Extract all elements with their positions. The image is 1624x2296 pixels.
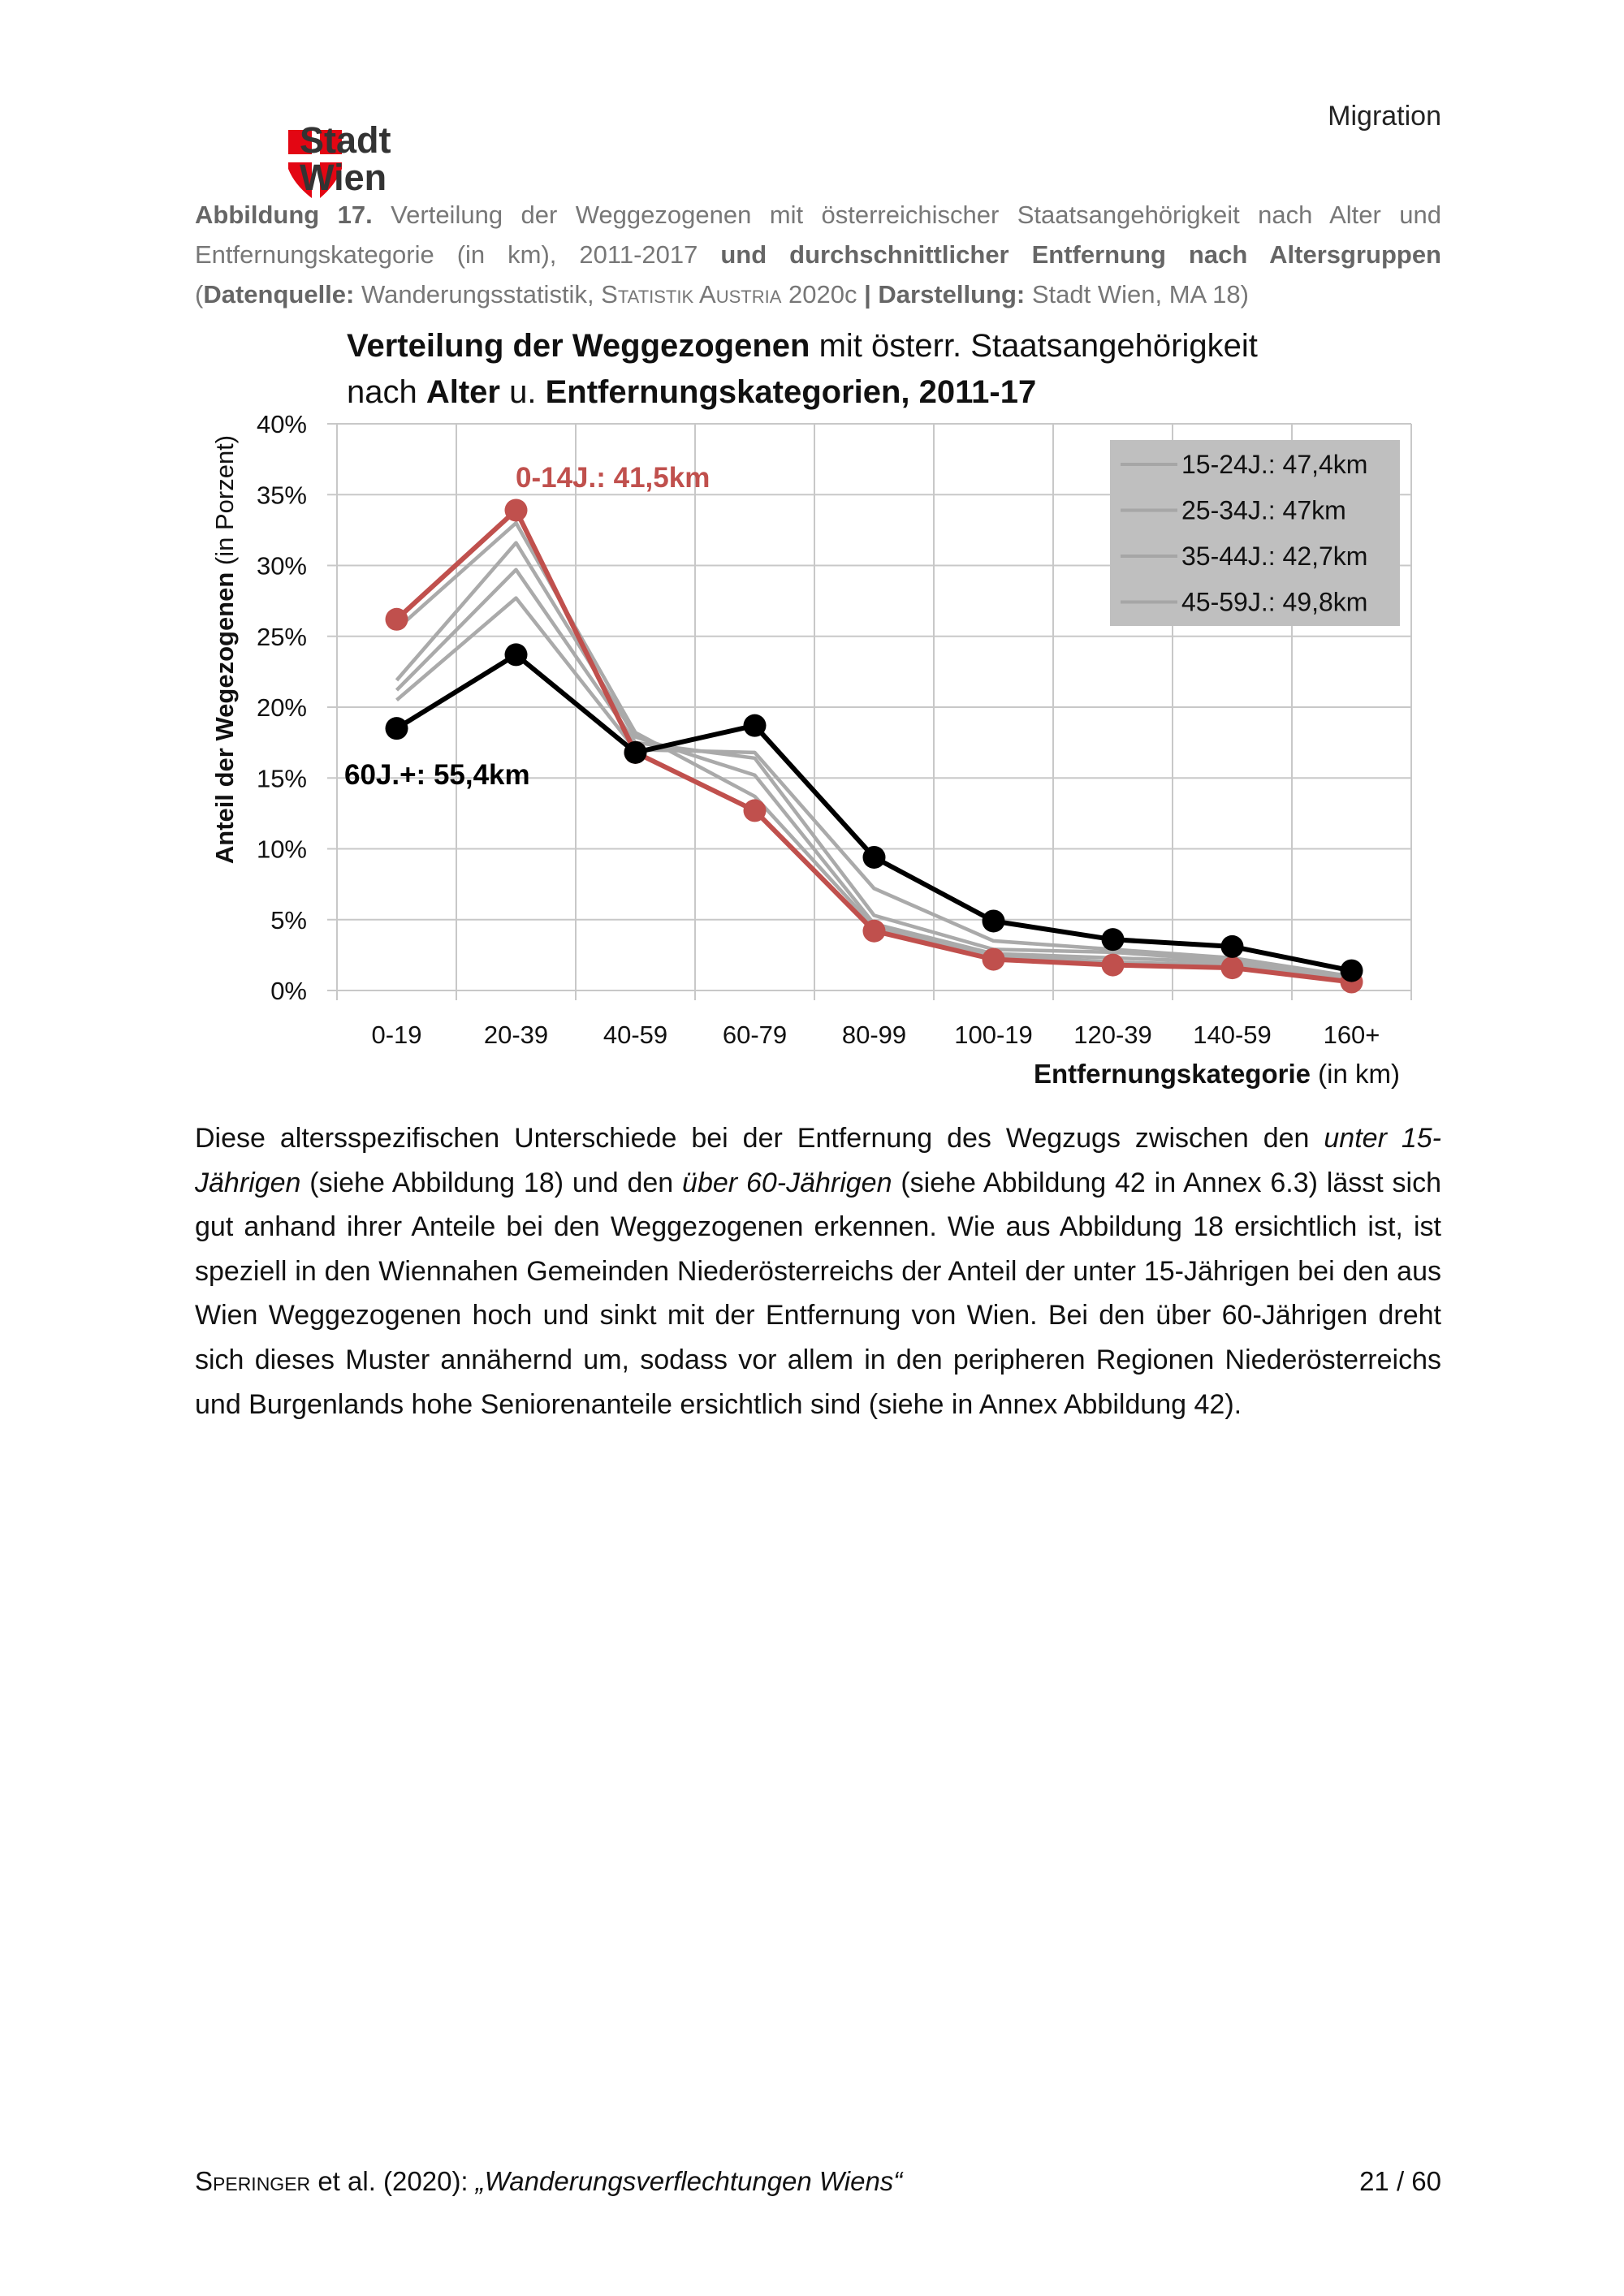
logo-shield-top-left — [288, 130, 312, 154]
data-point — [504, 498, 528, 522]
x-tick-label: 0-19 — [371, 1021, 421, 1049]
y-axis-title-bold: Anteil der Wegezogenen — [210, 572, 239, 864]
y-tick-label: 5% — [270, 906, 307, 934]
y-tick-label: 0% — [270, 977, 307, 1005]
y-tick-label: 10% — [257, 835, 307, 864]
data-point — [982, 947, 1005, 971]
legend-label: 45-59J.: 49,8km — [1181, 588, 1367, 617]
body-text-segment: (siehe Abbildung 42 in Annex 6.3) lässt … — [195, 1167, 1441, 1420]
y-axis-title-unit: (in Porzent) — [210, 435, 239, 572]
chart-title-part: Verteilung der Weggezogenen — [347, 328, 810, 364]
data-point — [1220, 934, 1244, 958]
line-chart: 0% 5% 10% 15% 20% 25% 30% 35% 40% 0-19 20-39 40-59 6… — [210, 410, 1412, 1089]
footer-year: et al. (2020): — [310, 2166, 476, 2196]
data-point — [743, 799, 767, 822]
data-point — [743, 714, 767, 737]
y-tick-label: 25% — [257, 623, 307, 651]
logo-text-line: Stadt — [300, 119, 391, 161]
body-text-segment: (siehe Abbildung 18) und den — [300, 1167, 683, 1198]
footer-title: „Wanderungsverflechtungen Wiens“ — [475, 2166, 903, 2196]
x-tick-label: 120-39 — [1073, 1021, 1152, 1049]
x-axis-title-bold: Entfernungskategorie — [1034, 1059, 1311, 1089]
caption-bold: und durchschnittlicher Entfernung nach A… — [720, 240, 1441, 269]
caption-design-label: Darstellung: — [878, 280, 1026, 309]
data-point — [862, 919, 886, 943]
chart-title-part: nach — [347, 374, 426, 410]
caption-design: Stadt Wien, MA 18) — [1025, 280, 1249, 309]
legend-label: 15-24J.: 47,4km — [1181, 450, 1367, 479]
chart-title: Verteilung der Weggezogenen mit österr. … — [347, 323, 1258, 416]
data-point — [1101, 928, 1125, 952]
logo-text: Stadt Wien — [300, 122, 391, 196]
x-tick-label: 80-99 — [842, 1021, 906, 1049]
x-tick-label: 20-39 — [484, 1021, 548, 1049]
data-point — [504, 643, 528, 667]
logo-text-line: Wien — [300, 157, 387, 198]
running-head: Migration — [1328, 101, 1441, 132]
series-label-0-14: 0-14J.: 41,5km — [516, 462, 710, 494]
y-tick-label: 40% — [257, 410, 307, 438]
y-tick-label: 20% — [257, 693, 307, 722]
page-number: 21 / 60 — [1359, 2166, 1441, 2196]
stadt-wien-logo — [288, 130, 342, 198]
x-tick-label: 40-59 — [603, 1021, 667, 1049]
chart-title-part: mit österr. Staatsangehörigkeit — [810, 328, 1258, 364]
footer-authors: Speringer — [195, 2166, 311, 2196]
legend-box — [1110, 440, 1400, 626]
data-point — [385, 607, 408, 631]
data-point — [1340, 959, 1363, 982]
data-point — [862, 845, 886, 869]
logo-shield-bottom-left — [288, 162, 312, 198]
series-line — [395, 596, 1352, 978]
caption-source-org: Statistik Austria — [601, 280, 782, 309]
body-paragraph: Diese altersspezifischen Unterschiede be… — [195, 1116, 1441, 1426]
caption-paren: ( — [195, 280, 204, 309]
footer-citation: Speringer et al. (2020): „Wanderungsverf… — [195, 2166, 902, 2197]
data-point — [1101, 953, 1125, 977]
data-point — [1220, 956, 1244, 980]
logo-shield-top-right — [320, 130, 342, 154]
body-text-segment: über 60-Jährigen — [682, 1167, 892, 1198]
legend-label: 25-34J.: 47km — [1181, 496, 1346, 525]
x-axis-title-unit: (in km) — [1311, 1059, 1400, 1089]
series-label-60plus: 60J.+: 55,4km — [344, 759, 530, 791]
caption-separator: | — [864, 280, 879, 309]
chart-title-part: Alter — [425, 374, 500, 410]
caption-text: Verteilung der Weggezogenen mit österrei… — [195, 201, 1441, 269]
y-tick-label: 35% — [257, 481, 307, 509]
series-line — [395, 568, 1352, 978]
caption-source-label: Datenquelle: — [203, 280, 355, 309]
data-point — [982, 909, 1005, 933]
legend-label: 35-44J.: 42,7km — [1181, 542, 1367, 571]
y-axis-title: Anteil der Wegezogenen (in Porzent) — [210, 435, 239, 864]
data-point — [624, 740, 647, 764]
body-text-segment: Diese altersspezifischen Unterschiede be… — [195, 1123, 1324, 1154]
figure-caption: Abbildung 17. Verteilung der Weggezogene… — [195, 195, 1441, 314]
x-tick-label: 140-59 — [1193, 1021, 1272, 1049]
data-point — [385, 717, 408, 740]
caption-label: Abbildung 17. — [195, 201, 373, 229]
caption-source: Wanderungsstatistik, — [354, 280, 602, 309]
x-tick-label: 100-19 — [954, 1021, 1033, 1049]
chart-title-part: u. — [500, 374, 546, 410]
body-text-segment: unter 15-Jährigen — [195, 1123, 1441, 1198]
y-tick-label: 30% — [257, 552, 307, 580]
caption-source-year: 2020c — [781, 280, 865, 309]
x-tick-label: 160+ — [1324, 1021, 1380, 1049]
x-tick-label: 60-79 — [723, 1021, 787, 1049]
logo-shield-bottom-right — [320, 162, 342, 198]
x-axis-title: Entfernungskategorie (in km) — [1034, 1059, 1400, 1089]
y-tick-label: 15% — [257, 764, 307, 792]
chart-title-part: Entfernungskategorien, 2011-17 — [545, 374, 1037, 410]
